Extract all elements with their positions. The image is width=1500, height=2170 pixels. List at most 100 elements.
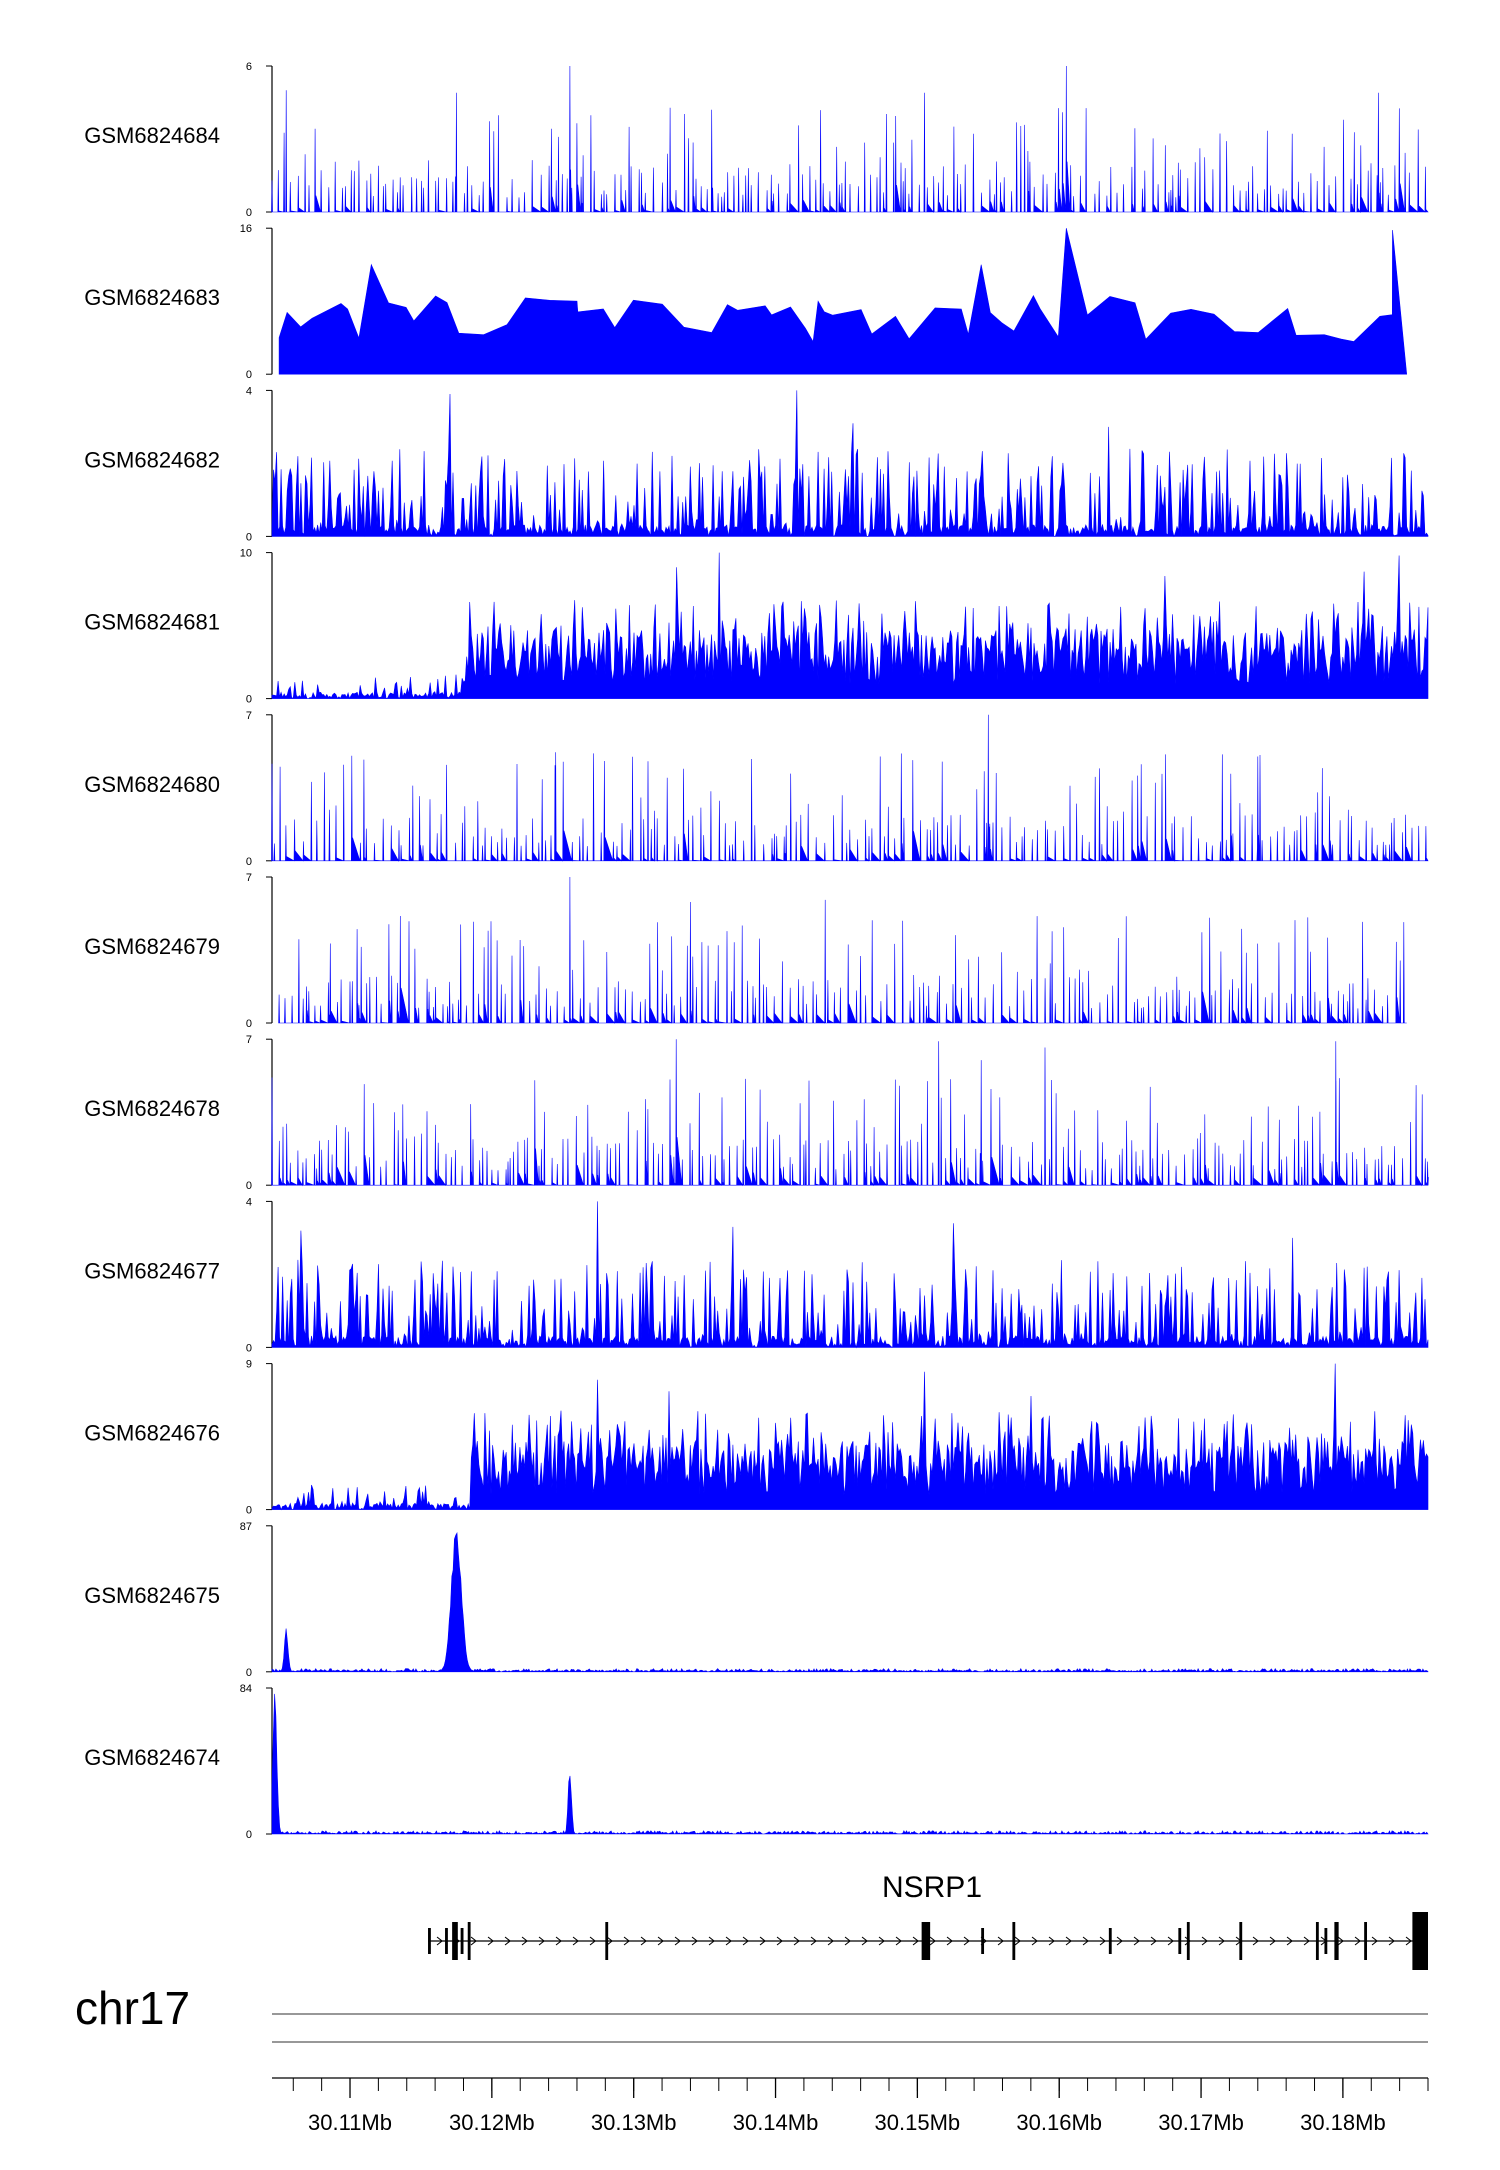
strand-arrow	[1405, 1936, 1412, 1946]
strand-arrow	[725, 1936, 732, 1946]
strand-arrow	[1218, 1936, 1225, 1946]
y-max-label: 10	[240, 548, 252, 560]
gene-exon	[1178, 1928, 1182, 1954]
x-tick-label: 30.18Mb	[1300, 2110, 1386, 2135]
strand-arrow	[1371, 1936, 1378, 1946]
track-gsm6824675: GSM6824675 87 0	[84, 1521, 1429, 1679]
gene-exon	[460, 1928, 464, 1954]
gene-exon	[1012, 1922, 1016, 1960]
gene-exon	[1108, 1928, 1112, 1954]
strand-arrow	[1133, 1936, 1140, 1946]
strand-arrow	[1269, 1936, 1276, 1946]
track-gsm6824677: GSM6824677 4 0	[84, 1196, 1429, 1354]
strand-arrow	[1014, 1936, 1021, 1946]
track-name-label: GSM6824680	[84, 772, 220, 797]
strand-arrow	[623, 1936, 630, 1946]
signal-area	[271, 1039, 1429, 1187]
strand-arrow	[1099, 1936, 1106, 1946]
track-gsm6824679: GSM6824679 7 0	[84, 872, 1407, 1030]
strand-arrow	[929, 1936, 936, 1946]
strand-arrow	[878, 1936, 885, 1946]
strand-arrow	[1065, 1936, 1072, 1946]
y-max-label: 6	[246, 61, 252, 73]
track-name-label: GSM6824676	[84, 1421, 220, 1446]
strand-arrow	[470, 1936, 477, 1946]
strand-arrow	[776, 1936, 783, 1946]
strand-arrow	[555, 1936, 562, 1946]
y-min-label: 0	[246, 1018, 252, 1030]
y-max-label: 4	[246, 385, 252, 397]
signal-area	[278, 228, 1408, 375]
strand-arrow	[946, 1936, 953, 1946]
y-min-label: 0	[246, 1829, 252, 1841]
y-min-label: 0	[246, 1342, 252, 1354]
strand-arrow	[810, 1936, 817, 1946]
strand-arrow	[844, 1936, 851, 1946]
strand-arrow	[691, 1936, 698, 1946]
strand-arrow	[436, 1936, 443, 1946]
track-gsm6824680: GSM6824680 7 0	[84, 710, 1429, 868]
y-min-label: 0	[246, 1180, 252, 1192]
strand-arrow	[657, 1936, 664, 1946]
gene-exon	[1334, 1922, 1339, 1960]
y-max-label: 9	[246, 1359, 252, 1371]
signal-area	[271, 1201, 1429, 1349]
x-tick-label: 30.12Mb	[449, 2110, 535, 2135]
y-max-label: 4	[246, 1196, 252, 1208]
track-gsm6824676: GSM6824676 9 0	[84, 1359, 1429, 1517]
x-tick-label: 30.16Mb	[1016, 2110, 1102, 2135]
track-name-label: GSM6824679	[84, 934, 220, 959]
y-min-label: 0	[246, 207, 252, 219]
strand-arrow	[1150, 1936, 1157, 1946]
gene-exon	[605, 1922, 609, 1960]
x-tick-label: 30.17Mb	[1158, 2110, 1244, 2135]
gene-exon	[428, 1928, 431, 1954]
signal-area	[271, 1532, 1429, 1673]
y-min-label: 0	[246, 1505, 252, 1517]
gene-exon	[981, 1928, 985, 1954]
gene-exon	[1364, 1922, 1368, 1960]
strand-arrow	[487, 1936, 494, 1946]
track-name-label: GSM6824677	[84, 1258, 220, 1283]
strand-arrow	[606, 1936, 613, 1946]
strand-arrow	[912, 1936, 919, 1946]
strand-arrow	[861, 1936, 868, 1946]
gene-exon	[452, 1922, 458, 1960]
strand-arrow	[1354, 1936, 1361, 1946]
strand-arrow	[1167, 1936, 1174, 1946]
track-name-label: GSM6824674	[84, 1745, 220, 1770]
strand-arrow	[793, 1936, 800, 1946]
strand-arrow	[1116, 1936, 1123, 1946]
chromosome-label: chr17	[75, 1982, 190, 2034]
gene-exon	[445, 1928, 448, 1954]
track-name-label: GSM6824681	[84, 610, 220, 635]
gene-exon	[467, 1922, 471, 1960]
strand-arrow	[572, 1936, 579, 1946]
y-min-label: 0	[246, 531, 252, 543]
track-gsm6824678: GSM6824678 7 0	[84, 1034, 1429, 1192]
track-gsm6824684: GSM6824684 6 0	[84, 61, 1429, 219]
y-min-label: 0	[246, 1667, 252, 1679]
x-tick-label: 30.14Mb	[733, 2110, 819, 2135]
track-name-label: GSM6824678	[84, 1096, 220, 1121]
y-max-label: 7	[246, 872, 252, 884]
track-gsm6824674: GSM6824674 84 0	[84, 1683, 1429, 1841]
y-min-label: 0	[246, 856, 252, 868]
gene-annotation-track: NSRP1	[428, 1871, 1428, 1970]
x-tick-label: 30.13Mb	[591, 2110, 677, 2135]
signal-area	[271, 714, 1429, 862]
gene-exon	[1315, 1922, 1319, 1960]
track-name-label: GSM6824675	[84, 1583, 220, 1608]
strand-arrow	[1303, 1936, 1310, 1946]
strand-arrow	[1184, 1936, 1191, 1946]
strand-arrow	[674, 1936, 681, 1946]
track-gsm6824683: GSM6824683 16 0	[84, 223, 1408, 381]
strand-arrow	[759, 1936, 766, 1946]
gene-exon	[921, 1922, 931, 1960]
strand-arrow	[1337, 1936, 1344, 1946]
x-tick-label: 30.11Mb	[308, 2110, 392, 2135]
strand-arrow	[742, 1936, 749, 1946]
strand-arrow	[521, 1936, 528, 1946]
y-max-label: 84	[240, 1683, 252, 1695]
